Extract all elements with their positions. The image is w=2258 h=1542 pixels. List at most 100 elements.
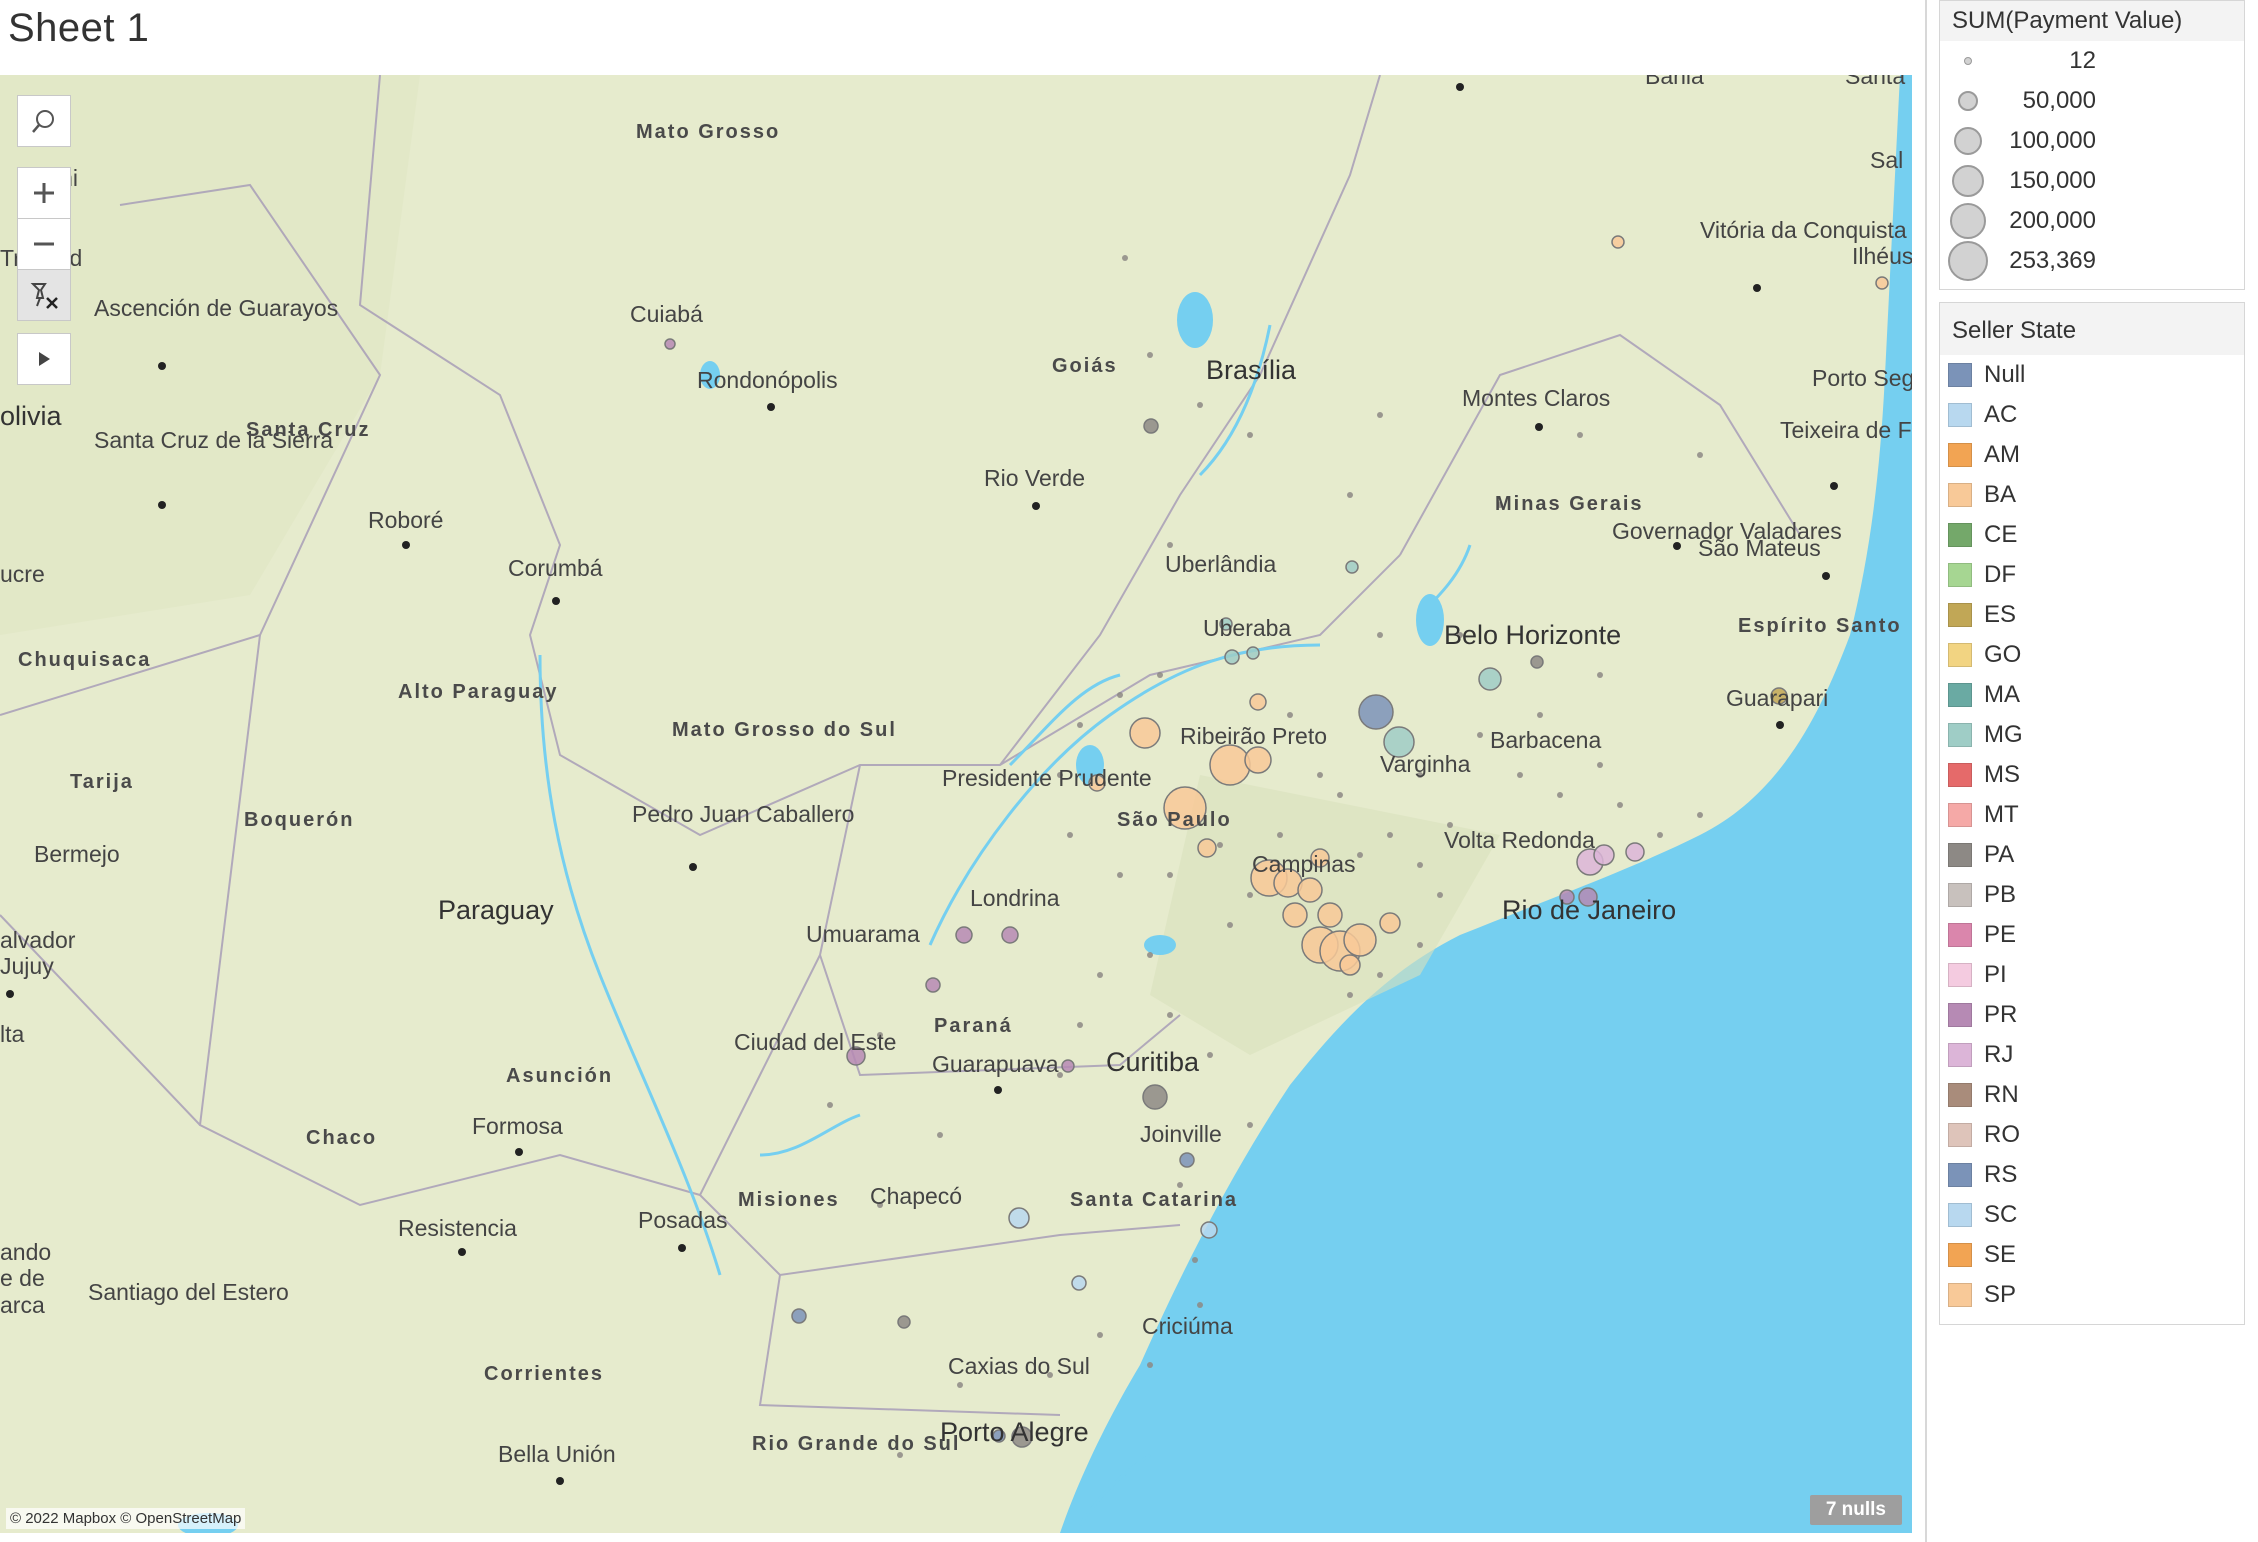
size-legend-label: 150,000	[2009, 167, 2096, 194]
map-label: Sal	[1870, 147, 1904, 173]
color-legend-item[interactable]: RN	[1940, 1075, 2244, 1115]
map-label: Rio Grande do Sul	[752, 1433, 961, 1455]
color-legend-label: SE	[1984, 1241, 2017, 1268]
color-legend-label: ES	[1984, 601, 2017, 628]
color-legend-item[interactable]: GO	[1940, 635, 2244, 675]
color-legend: Seller State Null AC AM BA CE DF ES GO MA MG MS MT P…	[1939, 302, 2245, 1325]
color-legend-item[interactable]: BA	[1940, 475, 2244, 515]
size-legend-row[interactable]: 50,000	[1940, 81, 2244, 121]
color-legend-item[interactable]: AM	[1940, 435, 2244, 475]
color-legend-item[interactable]: RS	[1940, 1155, 2244, 1195]
map-label: Posadas	[638, 1207, 728, 1233]
size-legend-row[interactable]: 150,000	[1940, 161, 2244, 201]
color-legend-item[interactable]: SP	[1940, 1275, 2244, 1315]
map-label: Curitiba	[1106, 1047, 1200, 1077]
map-label: Brasília	[1206, 355, 1297, 385]
map-label: Bahia	[1645, 75, 1704, 89]
map-label: Teixeira de Freitas	[1780, 417, 1912, 443]
size-legend-label: 12	[2069, 47, 2096, 74]
size-circle-icon	[1954, 127, 1982, 155]
map-label: Umuarama	[806, 921, 920, 947]
map-label: Montes Claros	[1462, 385, 1611, 411]
color-swatch	[1948, 403, 1972, 427]
size-circle-icon	[1964, 57, 1972, 65]
color-legend-item[interactable]: PR	[1940, 995, 2244, 1035]
size-circle-icon	[1958, 91, 1978, 111]
color-legend-item[interactable]: RJ	[1940, 1035, 2244, 1075]
color-legend-item[interactable]: Null	[1940, 355, 2244, 395]
map-label: Ascención de Guarayos	[94, 295, 339, 321]
map-label: Santa Catarina	[1070, 1189, 1239, 1211]
color-legend-item[interactable]: AC	[1940, 395, 2244, 435]
color-swatch	[1948, 443, 1972, 467]
size-legend: SUM(Payment Value) 12 50,000 100,000 150…	[1939, 0, 2245, 290]
map-label: Formosa	[472, 1113, 563, 1139]
map-label: Asunción	[506, 1065, 614, 1087]
size-legend-row[interactable]: 100,000	[1940, 121, 2244, 161]
color-legend-label: RN	[1984, 1081, 2019, 1108]
map-search-button[interactable]	[17, 95, 71, 147]
map-label: Espírito Santo	[1738, 615, 1902, 637]
color-legend-label: SP	[1984, 1281, 2017, 1308]
color-legend-item[interactable]: CE	[1940, 515, 2244, 555]
play-icon	[39, 352, 50, 366]
color-legend-item[interactable]: DF	[1940, 555, 2244, 595]
color-legend-item[interactable]: PE	[1940, 915, 2244, 955]
zoom-in-button[interactable]	[17, 167, 71, 219]
color-swatch	[1948, 1043, 1972, 1067]
color-legend-item[interactable]: PA	[1940, 835, 2244, 875]
map-label: Joinville	[1140, 1121, 1222, 1147]
color-swatch	[1948, 1163, 1972, 1187]
size-legend-row[interactable]: 12	[1940, 41, 2244, 81]
color-swatch	[1948, 1243, 1972, 1267]
color-swatch	[1948, 763, 1972, 787]
map-label: Alto Paraguay	[398, 681, 559, 703]
map-label: Varginha	[1380, 751, 1471, 777]
color-legend-label: PE	[1984, 921, 2017, 948]
color-legend-item[interactable]: RO	[1940, 1115, 2244, 1155]
map-label: Minas Gerais	[1495, 493, 1644, 515]
color-legend-item[interactable]: SC	[1940, 1195, 2244, 1235]
color-legend-label: PB	[1984, 881, 2017, 908]
map-label: Governador Valadares	[1612, 518, 1842, 544]
map-attribution[interactable]: © 2022 Mapbox © OpenStreetMap	[6, 1508, 246, 1529]
color-legend-item[interactable]: MG	[1940, 715, 2244, 755]
zoom-out-button[interactable]	[17, 218, 71, 270]
color-legend-label: PR	[1984, 1001, 2018, 1028]
size-legend-row[interactable]: 253,369	[1940, 241, 2244, 281]
nulls-indicator[interactable]: 7 nulls	[1809, 1495, 1902, 1525]
size-legend-row[interactable]: 200,000	[1940, 201, 2244, 241]
map-label: Santiago del Estero	[88, 1279, 289, 1305]
size-legend-label: 200,000	[2009, 207, 2096, 234]
color-legend-item[interactable]: PB	[1940, 875, 2244, 915]
color-swatch	[1948, 603, 1972, 627]
map-label: Mato Grosso	[636, 121, 781, 143]
map-view[interactable]: Mato Grosso Cuiabá Rondonópolis Goiás Br…	[0, 75, 1912, 1533]
color-legend-label: Null	[1984, 361, 2026, 388]
color-legend-item[interactable]: PI	[1940, 955, 2244, 995]
map-label: Resistencia	[398, 1215, 517, 1241]
expand-toolbar-button[interactable]	[17, 333, 71, 385]
map-label: olivia	[0, 401, 62, 431]
color-legend-item[interactable]: ES	[1940, 595, 2244, 635]
color-legend-label: AC	[1984, 401, 2018, 428]
color-swatch	[1948, 683, 1972, 707]
map-label: Ciudad del Este	[734, 1029, 897, 1055]
color-legend-item[interactable]: MA	[1940, 675, 2244, 715]
color-legend-item[interactable]: SE	[1940, 1235, 2244, 1275]
color-swatch	[1948, 883, 1972, 907]
panel-divider	[1925, 0, 1927, 1542]
map-label: Santa	[1845, 75, 1906, 89]
map-label: Uberlândia	[1165, 551, 1277, 577]
unpin-map-button[interactable]	[17, 269, 71, 321]
map-label: lta	[0, 1021, 25, 1047]
color-legend-label: MA	[1984, 681, 2020, 708]
color-legend-label: DF	[1984, 561, 2016, 588]
color-legend-item[interactable]: MT	[1940, 795, 2244, 835]
map-label: Londrina	[970, 885, 1060, 911]
map-label: Roboré	[368, 507, 444, 533]
map-label: Tarija	[70, 771, 134, 793]
map-label: Corrientes	[484, 1363, 605, 1385]
color-legend-item[interactable]: MS	[1940, 755, 2244, 795]
plus-icon	[34, 183, 54, 203]
